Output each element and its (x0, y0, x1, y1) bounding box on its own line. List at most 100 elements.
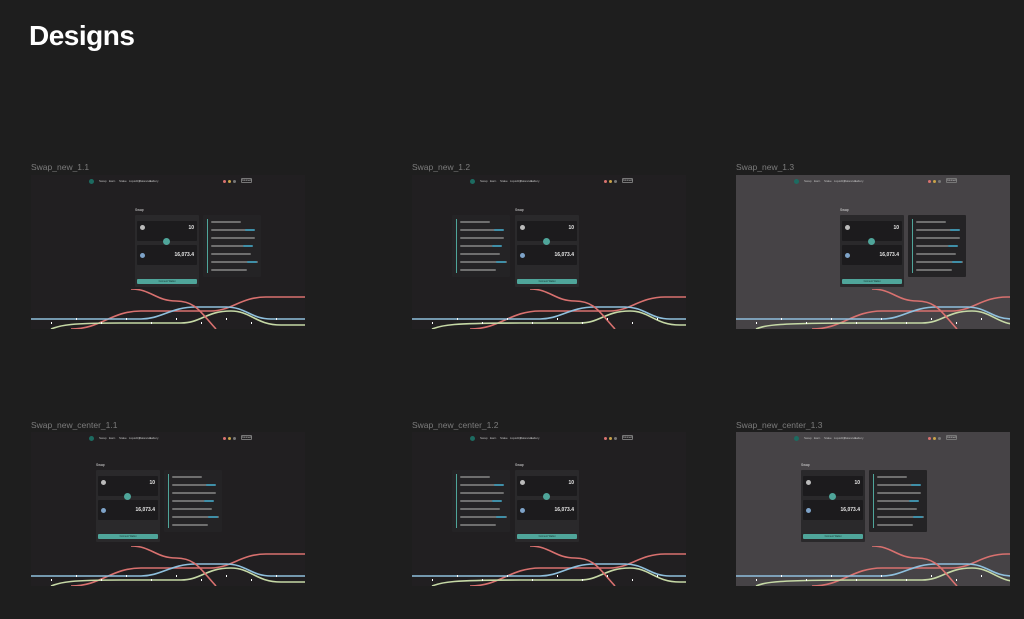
pay-field[interactable]: 10 (517, 221, 577, 241)
route-step-text (211, 253, 251, 255)
metro-station-tick (532, 579, 533, 581)
receive-amount: 16,073.4 (135, 507, 155, 513)
nav-item: Gallery (530, 179, 540, 183)
metro-station-tick (806, 322, 807, 324)
frame-label: Swap_new_1.3 (736, 162, 795, 172)
nav-item: Gallery (854, 179, 864, 183)
logo-icon (794, 179, 799, 184)
swap-direction-button[interactable] (124, 493, 131, 500)
notification-icon (223, 437, 226, 440)
pay-amount: 10 (893, 225, 899, 231)
nav-item: Balances (139, 179, 152, 183)
metro-line-green (50, 567, 305, 586)
metro-station-tick (251, 579, 252, 581)
swap-title: Swap (801, 463, 810, 467)
connect-nav-button: Connect (241, 435, 252, 440)
route-step-text (877, 476, 907, 478)
swap-panel: 10 16,073.4 Connect Wallet (515, 470, 579, 542)
metro-station-tick (126, 318, 127, 320)
connect-wallet-button[interactable]: Connect Wallet (803, 534, 863, 539)
receive-field[interactable]: 16,073.4 (517, 245, 577, 265)
mock-nav-bar: Swap Earn Stake Liquidity Balances Gallery Con… (736, 434, 1010, 442)
receive-field[interactable]: 16,073.4 (517, 500, 577, 520)
route-step-text (916, 261, 963, 263)
nav-item: Balances (520, 179, 533, 183)
pay-field[interactable]: 10 (137, 221, 197, 241)
pay-field[interactable]: 10 (803, 476, 863, 496)
connect-wallet-button[interactable]: Connect Wallet (98, 534, 158, 539)
page-title: Designs (29, 20, 135, 51)
metro-station-tick (906, 322, 907, 324)
route-step-link (911, 484, 921, 486)
route-panel (452, 215, 510, 277)
pay-field[interactable]: 10 (98, 476, 158, 496)
nav-item: Swap (480, 179, 488, 183)
swap-direction-button[interactable] (829, 493, 836, 500)
wallet-icon (609, 180, 612, 183)
nav-item: Swap (804, 436, 812, 440)
receive-field[interactable]: 16,073.4 (137, 245, 197, 265)
connect-wallet-button[interactable]: Connect Wallet (842, 279, 902, 284)
route-step-text (460, 524, 496, 526)
route-panel (908, 215, 966, 277)
nav-item: Balances (844, 436, 857, 440)
wallet-icon (933, 437, 936, 440)
swap-title: Swap (135, 208, 144, 212)
route-rail (456, 219, 457, 273)
metro-station-tick (276, 575, 277, 577)
swap-direction-button[interactable] (163, 238, 170, 245)
route-step-link (492, 245, 502, 247)
metro-line-blue (412, 563, 686, 577)
metro-station-tick (51, 579, 52, 581)
artboard-thumbnail[interactable]: Swap Earn Stake Liquidity Balances Gallery Con… (736, 432, 1010, 586)
swap-panel: 10 16,073.4 Connect Wallet (515, 215, 579, 287)
receive-field[interactable]: 16,073.4 (98, 500, 158, 520)
receive-field[interactable]: 16,073.4 (842, 245, 902, 265)
swap-direction-button[interactable] (543, 493, 550, 500)
receive-field[interactable]: 16,073.4 (803, 500, 863, 520)
route-step-text (460, 508, 500, 510)
route-step-link (952, 261, 962, 263)
metro-station-tick (251, 322, 252, 324)
notification-icon (604, 437, 607, 440)
nav-item: Swap (480, 436, 488, 440)
route-step-link (492, 500, 502, 502)
artboard-thumbnail[interactable]: Swap Earn Stake Liquidity Balances Gallery Con… (412, 175, 686, 329)
artboard-thumbnail[interactable]: Swap Earn Stake Liquidity Balances Gallery Con… (31, 175, 305, 329)
token-icon (520, 253, 525, 258)
metro-station-tick (632, 322, 633, 324)
nav-item: Liquidity (129, 436, 141, 440)
metro-line-red-2 (130, 289, 217, 329)
route-step-text (172, 492, 216, 494)
wallet-icon (228, 437, 231, 440)
settings-icon (938, 180, 941, 183)
artboard-thumbnail[interactable]: Swap Earn Stake Liquidity Balances Gallery Con… (31, 432, 305, 586)
swap-direction-button[interactable] (543, 238, 550, 245)
swap-direction-button[interactable] (868, 238, 875, 245)
connect-wallet-button[interactable]: Connect Wallet (517, 279, 577, 284)
metro-station-tick (226, 318, 227, 320)
connect-wallet-button[interactable]: Connect Wallet (517, 534, 577, 539)
logo-icon (89, 179, 94, 184)
route-step-text (877, 492, 921, 494)
token-icon (806, 508, 811, 513)
metro-station-tick (881, 318, 882, 320)
route-rail (912, 219, 913, 273)
route-step-text (916, 229, 953, 231)
nav-item: Gallery (530, 436, 540, 440)
connect-nav-button: Connect (241, 178, 252, 183)
route-step-text (211, 269, 247, 271)
pay-field[interactable]: 10 (842, 221, 902, 241)
connect-wallet-button[interactable]: Connect Wallet (137, 279, 197, 284)
metro-station-tick (101, 579, 102, 581)
metro-station-tick (756, 579, 757, 581)
route-step-link (208, 516, 218, 518)
artboard-thumbnail[interactable]: Swap Earn Stake Liquidity Balances Gallery Con… (412, 432, 686, 586)
pay-field[interactable]: 10 (517, 476, 577, 496)
nav-item: Earn (109, 179, 116, 183)
artboard-thumbnail[interactable]: Swap Earn Stake Liquidity Balances Gallery Con… (736, 175, 1010, 329)
nav-item: Earn (814, 179, 821, 183)
nav-item: Gallery (149, 436, 159, 440)
notification-icon (604, 180, 607, 183)
metro-station-tick (582, 322, 583, 324)
